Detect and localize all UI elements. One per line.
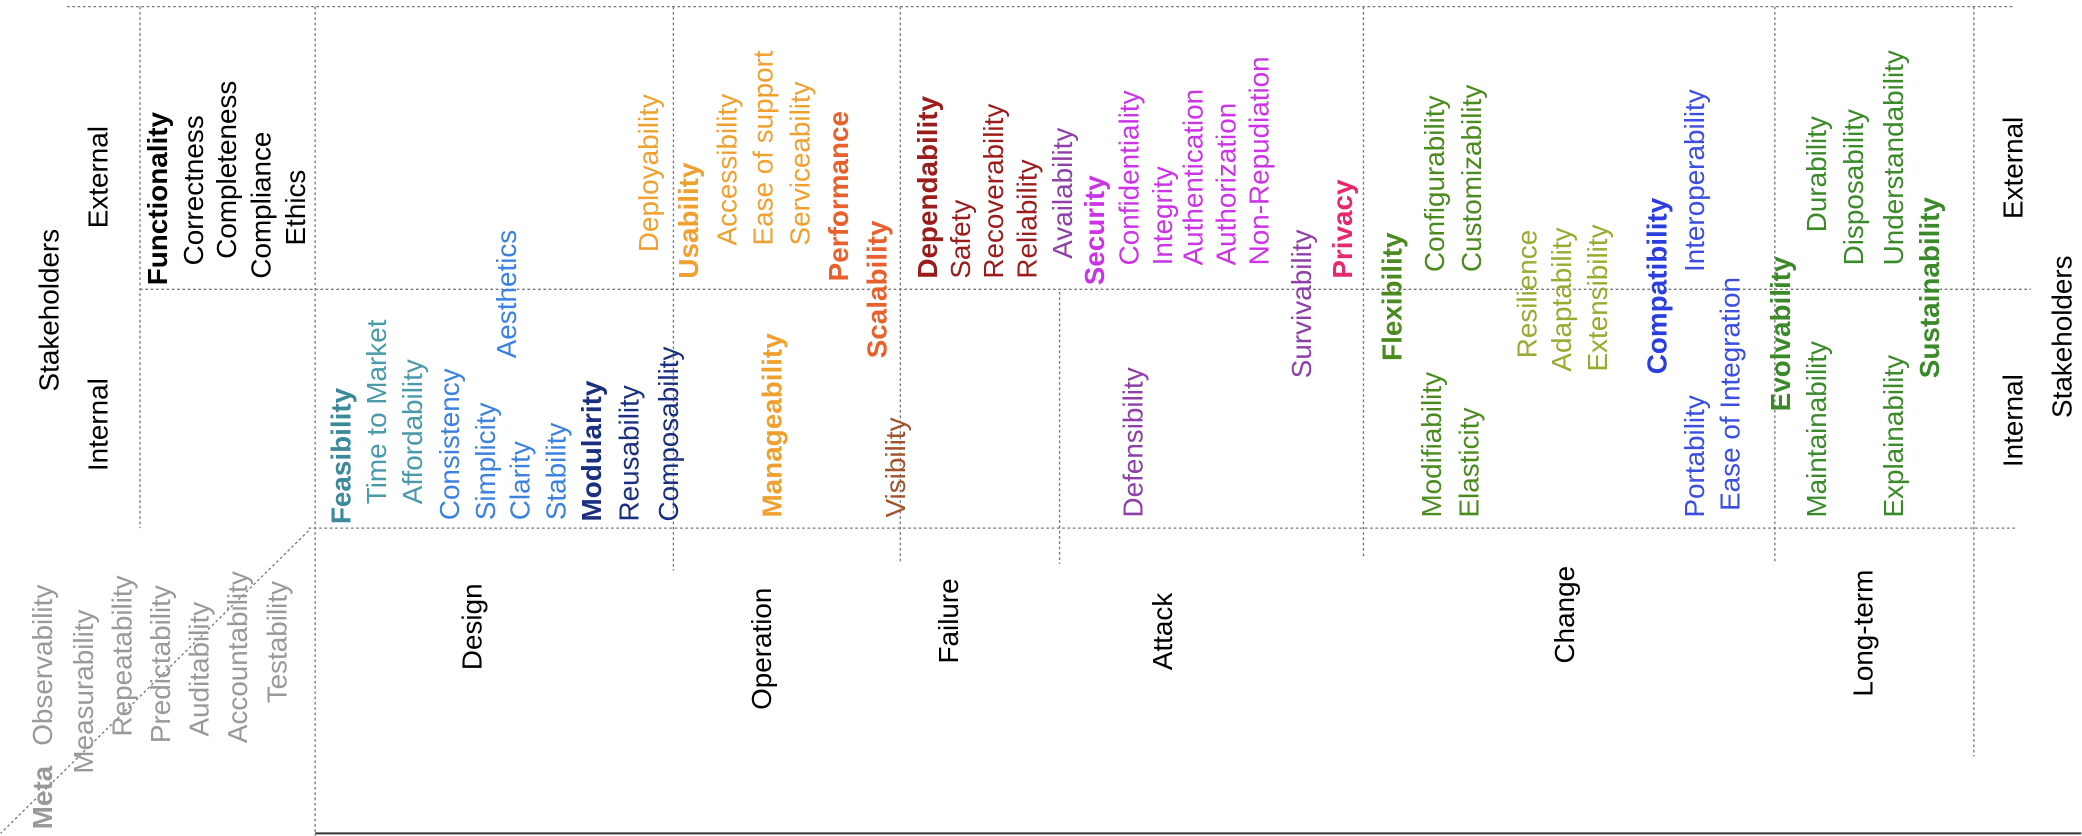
attribute-heading: Evolvability bbox=[1765, 256, 1796, 411]
attribute: Disposability bbox=[1838, 109, 1869, 265]
grid-lines bbox=[0, 5, 2082, 836]
attribute: Time to Market bbox=[361, 319, 392, 504]
attribute: Correctness bbox=[178, 115, 209, 265]
attribute: Safety bbox=[945, 200, 976, 279]
axis-label: External bbox=[1997, 117, 2028, 219]
meta-item: Predictability bbox=[145, 585, 176, 743]
meta-title: Meta bbox=[27, 765, 58, 829]
attribute: Modifiability bbox=[1416, 372, 1447, 518]
meta-item: Testability bbox=[262, 581, 293, 703]
attribute: Durability bbox=[1801, 116, 1832, 232]
attribute: Customizability bbox=[1456, 85, 1487, 272]
attribute: Defensibility bbox=[1118, 367, 1149, 517]
attribute: Simplicity bbox=[470, 402, 501, 520]
attribute-heading: Scalability bbox=[861, 220, 892, 358]
axis-label: External bbox=[83, 126, 114, 228]
attribute-heading: Compatibility bbox=[1642, 197, 1673, 374]
attribute-heading: Privacy bbox=[1327, 179, 1358, 279]
attribute: Accessibility bbox=[712, 94, 743, 246]
attribute: Portability bbox=[1679, 395, 1710, 517]
meta-item: Accountability bbox=[222, 571, 253, 743]
attribute-heading: Feasibility bbox=[325, 387, 356, 524]
attribute: Stability bbox=[540, 423, 571, 521]
axis-label: Internal bbox=[83, 378, 114, 471]
area-label: Operation bbox=[746, 588, 777, 710]
attribute: Reusability bbox=[613, 385, 644, 521]
attribute-heading: Performance bbox=[823, 111, 854, 281]
attribute: Compliance bbox=[246, 132, 277, 279]
area-label: Attack bbox=[1147, 593, 1178, 670]
attribute: Serviceability bbox=[785, 81, 816, 245]
attribute-heading: Usability bbox=[673, 162, 704, 279]
axis-title: Stakeholders bbox=[2046, 255, 2077, 418]
axis-label: Internal bbox=[1997, 374, 2028, 467]
area-label: Failure bbox=[933, 578, 964, 663]
attribute: Availability bbox=[1047, 128, 1078, 259]
attribute: Ease of support bbox=[747, 50, 778, 245]
attribute: Affordability bbox=[397, 359, 428, 504]
meta-item: Observability bbox=[27, 585, 58, 746]
meta-item: Auditability bbox=[183, 602, 214, 737]
attribute: Understandability bbox=[1878, 50, 1909, 265]
meta-item: Repeatability bbox=[106, 575, 137, 736]
attribute-heading: Sustainability bbox=[1914, 197, 1945, 379]
attribute: Maintainability bbox=[1801, 341, 1832, 518]
attribute: Elasticity bbox=[1453, 408, 1484, 518]
attribute-heading: Manageability bbox=[757, 333, 788, 518]
attribute: Aesthetics bbox=[491, 230, 522, 359]
attribute-heading: Modularity bbox=[576, 380, 607, 521]
attribute: Composability bbox=[653, 346, 684, 521]
attribute-heading: Functionality bbox=[142, 111, 173, 285]
attribute: Integrity bbox=[1147, 166, 1178, 265]
attribute: Interoperability bbox=[1679, 89, 1710, 272]
attribute: Survivability bbox=[1286, 229, 1317, 378]
attribute: Completeness bbox=[211, 81, 242, 259]
attribute: Recoverability bbox=[978, 104, 1009, 279]
attribute-heading: Flexibility bbox=[1376, 232, 1407, 361]
attribute: Reliability bbox=[1011, 159, 1042, 278]
meta-item: Measurability bbox=[68, 609, 99, 773]
axis-title: Stakeholders bbox=[33, 229, 64, 392]
attribute: Visibility bbox=[880, 417, 911, 517]
attribute: Configurability bbox=[1419, 95, 1450, 272]
attribute: Deployability bbox=[633, 94, 664, 252]
attribute: Adaptability bbox=[1546, 227, 1577, 371]
attribute: Authorization bbox=[1210, 103, 1241, 266]
attribute-heading: Dependability bbox=[912, 95, 943, 278]
attribute: Confidentiality bbox=[1114, 90, 1145, 265]
attribute: Ease of Integration bbox=[1715, 277, 1746, 511]
attribute: Authentication bbox=[1177, 89, 1208, 266]
area-label: Design bbox=[457, 583, 488, 670]
attribute: Clarity bbox=[505, 441, 536, 520]
attribute: Ethics bbox=[280, 170, 311, 246]
area-label: Long-term bbox=[1847, 570, 1878, 697]
attribute: Extensibility bbox=[1582, 224, 1613, 371]
area-label: Change bbox=[1549, 566, 1580, 664]
attribute-heading: Security bbox=[1079, 175, 1110, 285]
attribute: Non-Repudiation bbox=[1244, 56, 1275, 265]
attribute: Explainability bbox=[1878, 355, 1909, 518]
attribute: Resilience bbox=[1512, 230, 1543, 359]
attribute: Consistency bbox=[434, 368, 465, 520]
